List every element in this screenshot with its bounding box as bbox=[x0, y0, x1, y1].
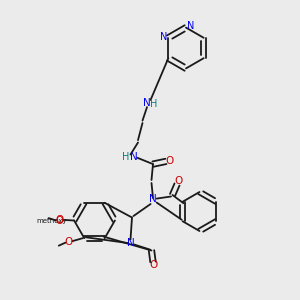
Text: H: H bbox=[122, 152, 130, 163]
Text: methoxy: methoxy bbox=[36, 218, 67, 224]
Text: N: N bbox=[149, 194, 157, 205]
Text: N: N bbox=[143, 98, 151, 109]
Text: O: O bbox=[56, 215, 64, 225]
Text: N: N bbox=[127, 238, 134, 248]
Text: H: H bbox=[150, 99, 157, 110]
Text: O: O bbox=[56, 215, 64, 226]
Text: N: N bbox=[188, 21, 195, 32]
Text: O: O bbox=[64, 237, 73, 247]
Text: O: O bbox=[149, 260, 157, 271]
Text: O: O bbox=[165, 155, 174, 166]
Text: N: N bbox=[130, 152, 138, 162]
Text: O: O bbox=[174, 176, 183, 187]
Text: N: N bbox=[160, 32, 167, 42]
